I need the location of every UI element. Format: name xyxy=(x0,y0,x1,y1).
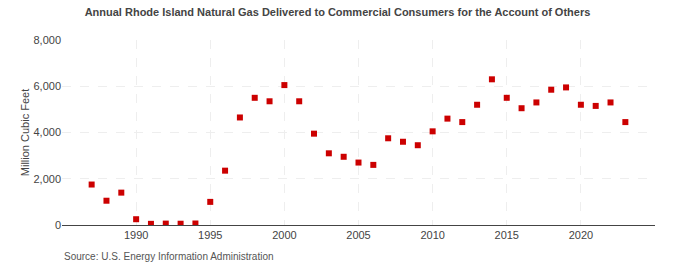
svg-text:Annual Rhode Island Natural Ga: Annual Rhode Island Natural Gas Delivere… xyxy=(85,6,591,18)
svg-text:8,000: 8,000 xyxy=(33,34,61,46)
svg-text:2015: 2015 xyxy=(495,229,519,241)
svg-text:4,000: 4,000 xyxy=(33,126,61,138)
svg-text:0: 0 xyxy=(55,219,61,231)
svg-text:1995: 1995 xyxy=(198,229,222,241)
svg-text:2005: 2005 xyxy=(346,229,370,241)
svg-text:1990: 1990 xyxy=(124,229,148,241)
svg-text:2010: 2010 xyxy=(420,229,444,241)
svg-text:2,000: 2,000 xyxy=(33,173,61,185)
svg-text:Million Cubic Feet: Million Cubic Feet xyxy=(19,89,31,176)
svg-text:6,000: 6,000 xyxy=(33,80,61,92)
svg-text:Source: U.S. Energy Informatio: Source: U.S. Energy Information Administ… xyxy=(64,251,274,262)
svg-text:2000: 2000 xyxy=(272,229,296,241)
svg-text:2020: 2020 xyxy=(569,229,593,241)
